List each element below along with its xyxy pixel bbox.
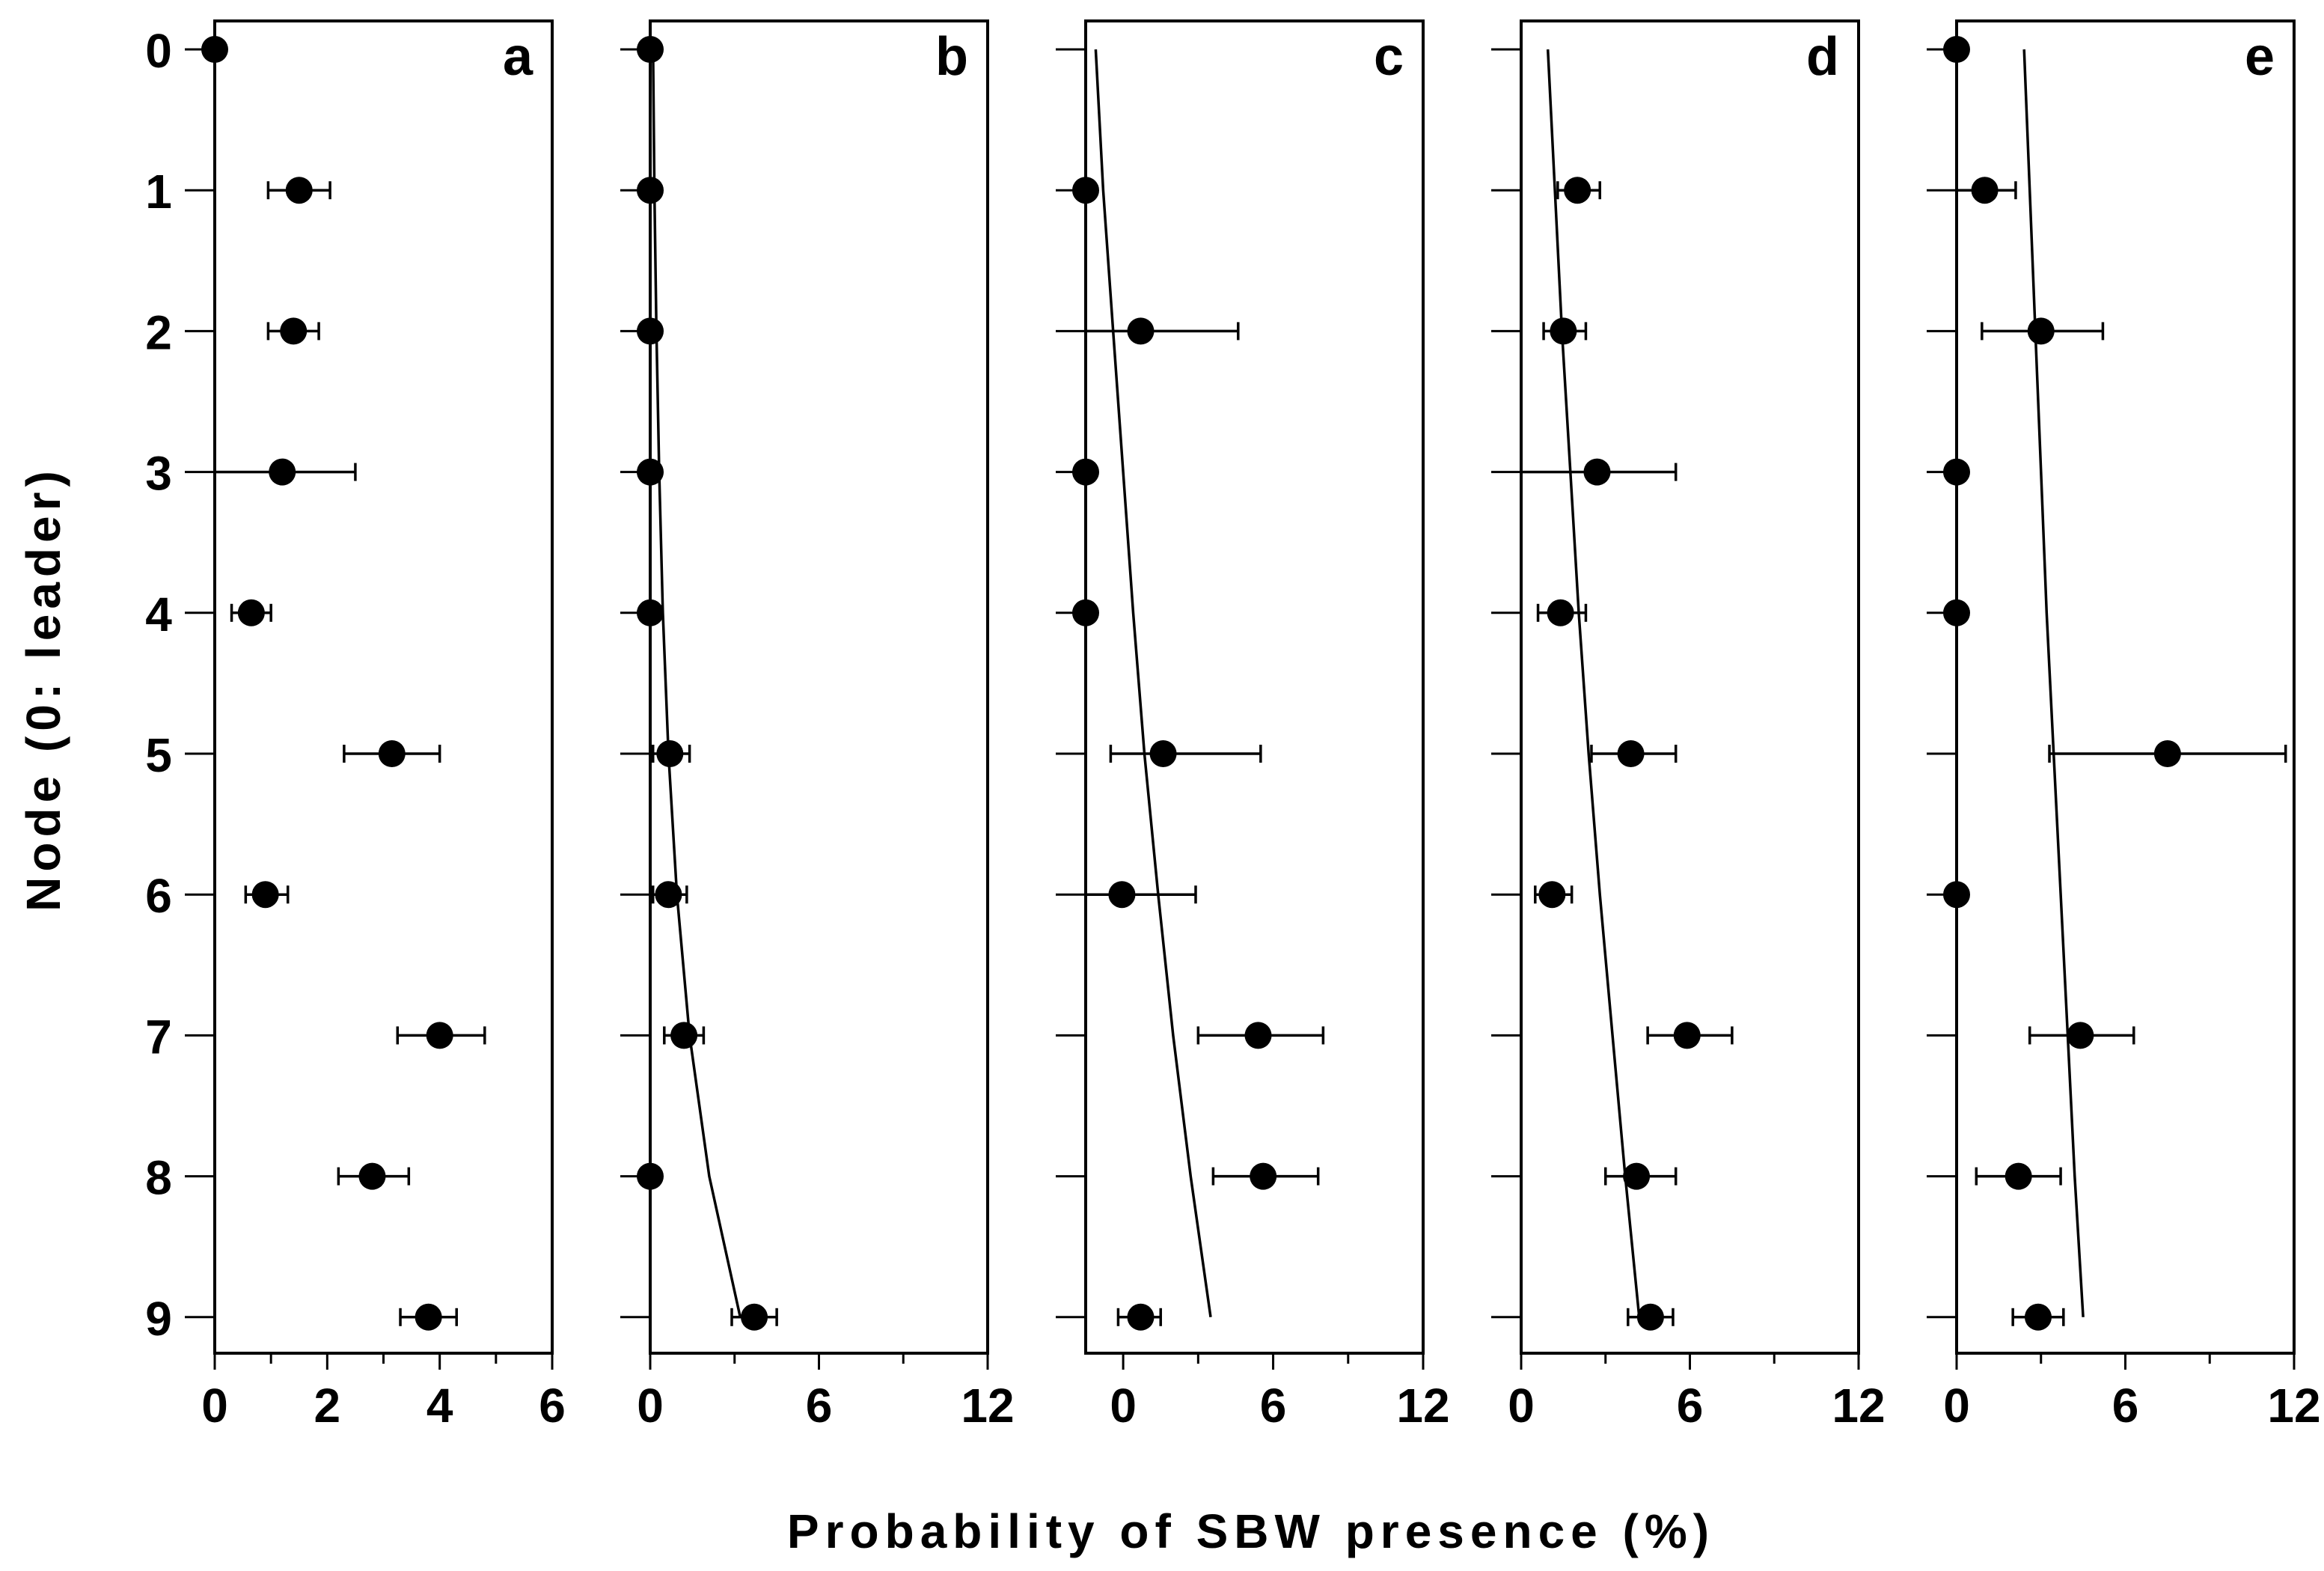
data-point — [1550, 317, 1577, 345]
fit-curve — [1546, 49, 1641, 1317]
x-tick-label: 12 — [1396, 1379, 1449, 1433]
data-point — [1072, 177, 1099, 204]
y-tick-label: 2 — [145, 305, 172, 359]
data-point — [1072, 458, 1099, 486]
panel-letter: c — [1374, 27, 1404, 87]
y-axis-title: Node (0: leader) — [16, 466, 70, 912]
data-point — [1250, 1162, 1277, 1190]
panel-letter: e — [2245, 27, 2275, 87]
data-point — [637, 599, 664, 626]
data-point — [285, 177, 313, 204]
x-tick-label: 6 — [806, 1379, 833, 1433]
data-point — [637, 36, 664, 63]
data-point — [1108, 881, 1136, 909]
x-tick-label: 0 — [1110, 1379, 1137, 1433]
y-tick-label: 9 — [145, 1292, 172, 1346]
chart-panels: 0 2 4 6 a 0 6 12 b 0 6 12 c 0 6 12 d 0 6 12 e — [185, 19, 2321, 1433]
x-tick-label: 2 — [314, 1379, 341, 1433]
data-point — [1149, 740, 1177, 767]
y-tick-label: 6 — [145, 869, 172, 923]
data-point — [251, 881, 279, 909]
data-point — [415, 1303, 442, 1331]
y-axis-tick-labels: 0 1 2 3 4 5 6 7 8 9 — [145, 24, 172, 1346]
x-tick-label: 12 — [2267, 1379, 2320, 1433]
panel-letter: a — [503, 27, 533, 87]
x-tick-label: 0 — [637, 1379, 664, 1433]
data-point — [1547, 599, 1574, 626]
data-point — [2027, 317, 2055, 345]
data-point — [1943, 881, 1970, 909]
panel-b: 0 6 12 b — [620, 19, 1015, 1433]
panel-frame — [1520, 19, 1860, 1355]
data-point — [1623, 1162, 1651, 1190]
fit-curve — [652, 49, 742, 1318]
panel-letter: d — [1806, 27, 1839, 87]
x-tick-label: 6 — [1260, 1379, 1287, 1433]
data-point — [637, 317, 664, 345]
panel-c: 0 6 12 c — [1056, 19, 1450, 1433]
data-point — [1943, 599, 1970, 626]
x-tick-label: 12 — [1832, 1379, 1885, 1433]
data-point — [426, 1022, 453, 1049]
data-point — [378, 740, 406, 767]
data-point — [201, 36, 228, 63]
x-tick-label: 4 — [426, 1379, 453, 1433]
panel-e: 0 6 12 e — [1927, 19, 2321, 1433]
y-tick-label: 7 — [145, 1010, 172, 1064]
data-point — [2067, 1022, 2094, 1049]
data-point — [741, 1303, 768, 1331]
y-tick-label: 8 — [145, 1151, 172, 1205]
data-point — [1943, 36, 1970, 63]
fit-curve — [1094, 49, 1212, 1318]
y-tick-label: 3 — [145, 447, 172, 501]
data-point — [1673, 1022, 1701, 1049]
panel-frame — [1084, 19, 1425, 1355]
x-tick-label: 6 — [2112, 1379, 2139, 1433]
data-point — [1127, 317, 1155, 345]
data-point — [637, 177, 664, 204]
data-point — [656, 740, 684, 767]
data-point — [637, 458, 664, 486]
x-tick-label: 6 — [539, 1379, 566, 1433]
data-point — [269, 458, 296, 486]
data-point — [655, 881, 682, 909]
panel-a: 0 2 4 6 a — [185, 19, 566, 1433]
panel-frame — [213, 19, 554, 1355]
data-point — [1617, 740, 1645, 767]
data-point — [1127, 1303, 1155, 1331]
data-point — [280, 317, 308, 345]
y-tick-label: 4 — [145, 588, 172, 641]
x-tick-label: 12 — [961, 1379, 1014, 1433]
data-point — [237, 599, 265, 626]
data-point — [1583, 458, 1611, 486]
y-tick-label: 1 — [145, 165, 172, 219]
panel-frame — [649, 19, 989, 1355]
panel-letter: b — [935, 27, 968, 87]
y-tick-label: 0 — [145, 24, 172, 78]
data-point — [1943, 458, 1970, 486]
data-point — [358, 1162, 386, 1190]
data-point — [1538, 881, 1566, 909]
x-axis-title: Probability of SBW presence (%) — [787, 1504, 1715, 1558]
fit-curve — [2022, 49, 2085, 1317]
y-tick-label: 5 — [145, 728, 172, 782]
data-point — [670, 1022, 698, 1049]
panel-frame — [1955, 19, 2296, 1355]
data-point — [2005, 1162, 2032, 1190]
data-point — [1636, 1303, 1664, 1331]
data-point — [1072, 599, 1099, 626]
data-point — [637, 1162, 664, 1190]
data-point — [2024, 1303, 2052, 1331]
x-tick-label: 0 — [1508, 1379, 1535, 1433]
x-tick-label: 0 — [201, 1379, 228, 1433]
panel-d: 0 6 12 d — [1491, 19, 1886, 1433]
x-tick-label: 0 — [1943, 1379, 1970, 1433]
data-point — [1971, 177, 1999, 204]
x-tick-label: 6 — [1677, 1379, 1704, 1433]
data-point — [1564, 177, 1591, 204]
data-point — [1244, 1022, 1272, 1049]
data-point — [2153, 740, 2181, 767]
